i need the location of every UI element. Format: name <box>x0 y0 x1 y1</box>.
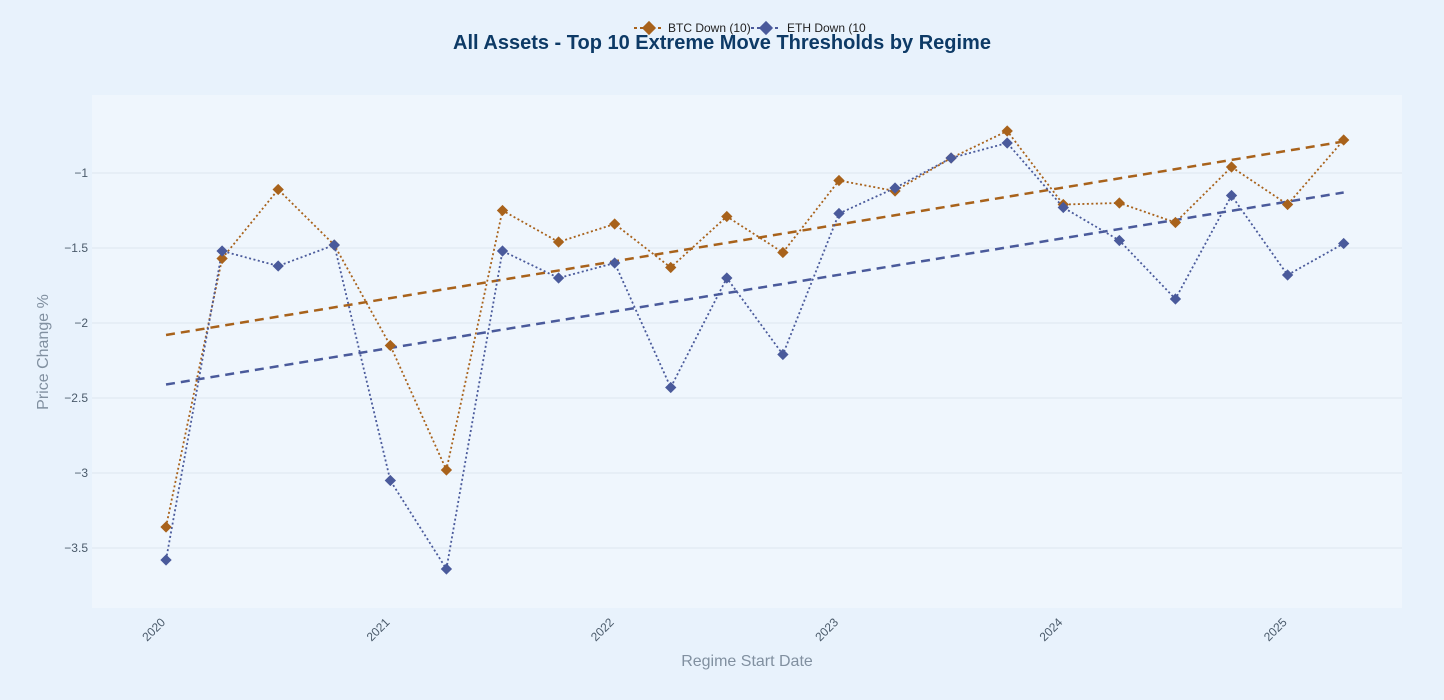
data-point-series-1[interactable] <box>945 152 957 164</box>
data-point-series-1[interactable] <box>608 257 621 269</box>
data-point-series-0[interactable] <box>552 236 565 248</box>
data-point-series-0[interactable] <box>608 218 621 230</box>
data-point-series-1[interactable] <box>889 182 901 194</box>
legend[interactable]: BTC Down (10) ETH Down (10 <box>634 20 866 36</box>
data-point-series-1[interactable] <box>496 245 509 257</box>
x-tick-label: 2023 <box>812 615 841 644</box>
data-point-series-0[interactable] <box>1338 134 1350 146</box>
data-point-series-1[interactable] <box>1281 269 1294 281</box>
data-point-series-0[interactable] <box>721 210 733 223</box>
x-tick-label: 2025 <box>1261 615 1290 644</box>
series-group <box>160 125 1350 575</box>
data-point-series-1[interactable] <box>1001 137 1013 149</box>
data-point-series-1[interactable] <box>833 207 845 220</box>
data-point-series-1[interactable] <box>1225 189 1238 202</box>
data-point-series-0[interactable] <box>1225 161 1238 173</box>
y-tick-label: −2 <box>74 316 88 330</box>
legend-item-btc[interactable]: BTC Down (10) <box>634 20 751 36</box>
x-tick-label: 2024 <box>1037 615 1066 644</box>
x-axis-ticks: 2020 2021 2022 2023 2024 2025 <box>139 615 1290 644</box>
data-point-series-0[interactable] <box>665 261 677 274</box>
data-point-series-0[interactable] <box>777 246 789 259</box>
data-point-series-0[interactable] <box>384 339 396 352</box>
trend-lines <box>165 140 1344 386</box>
data-point-series-1[interactable] <box>777 348 789 361</box>
x-tick-label: 2022 <box>588 615 617 644</box>
data-point-series-0[interactable] <box>440 464 453 476</box>
y-axis-title: Price Change % <box>35 294 52 410</box>
legend-item-eth[interactable]: ETH Down (10 <box>751 20 866 36</box>
data-point-series-0[interactable] <box>216 252 228 265</box>
data-point-series-0[interactable] <box>833 174 845 187</box>
data-point-series-1[interactable] <box>160 554 172 566</box>
chart-title: All Assets - Top 10 Extreme Move Thresho… <box>453 32 991 54</box>
data-point-series-1[interactable] <box>440 563 453 575</box>
legend-btc-marker-icon <box>641 20 657 36</box>
series-line-1 <box>165 141 1345 572</box>
plot-area <box>92 95 1402 608</box>
data-point-series-0[interactable] <box>272 183 284 196</box>
x-tick-label: 2021 <box>364 615 393 644</box>
legend-eth-marker-icon <box>758 20 774 36</box>
data-point-series-1[interactable] <box>328 239 340 251</box>
legend-label-eth: ETH Down (10 <box>787 21 866 35</box>
data-point-series-1[interactable] <box>1169 293 1182 305</box>
grid-lines <box>92 172 1402 549</box>
data-point-series-1[interactable] <box>665 381 677 394</box>
data-point-series-0[interactable] <box>1113 197 1126 209</box>
data-point-series-1[interactable] <box>1338 237 1350 250</box>
trend-line-series-0 <box>165 140 1344 337</box>
data-point-series-1[interactable] <box>1057 201 1069 214</box>
y-tick-label: −1 <box>74 166 88 180</box>
trend-line-series-1 <box>165 191 1344 386</box>
x-tick-label: 2020 <box>139 615 168 644</box>
y-tick-label: −1.5 <box>64 241 88 255</box>
data-point-series-1[interactable] <box>216 245 228 257</box>
data-point-series-1[interactable] <box>721 272 733 284</box>
data-point-series-0[interactable] <box>1169 216 1182 229</box>
data-point-series-1[interactable] <box>552 272 565 284</box>
legend-label-btc: BTC Down (10) <box>668 21 751 35</box>
y-tick-label: −3 <box>74 466 88 480</box>
y-tick-label: −3.5 <box>64 541 88 555</box>
y-axis-ticks: −1 −1.5 −2 −2.5 −3 −3.5 <box>64 166 88 555</box>
data-point-series-0[interactable] <box>160 521 172 533</box>
data-point-series-0[interactable] <box>496 204 509 217</box>
data-point-series-1[interactable] <box>272 260 284 272</box>
series-line-0 <box>165 129 1345 528</box>
data-point-series-1[interactable] <box>384 474 396 487</box>
y-tick-label: −2.5 <box>64 391 88 405</box>
data-point-series-0[interactable] <box>1281 198 1294 211</box>
x-axis-title: Regime Start Date <box>681 653 813 670</box>
data-point-series-1[interactable] <box>1113 234 1126 247</box>
